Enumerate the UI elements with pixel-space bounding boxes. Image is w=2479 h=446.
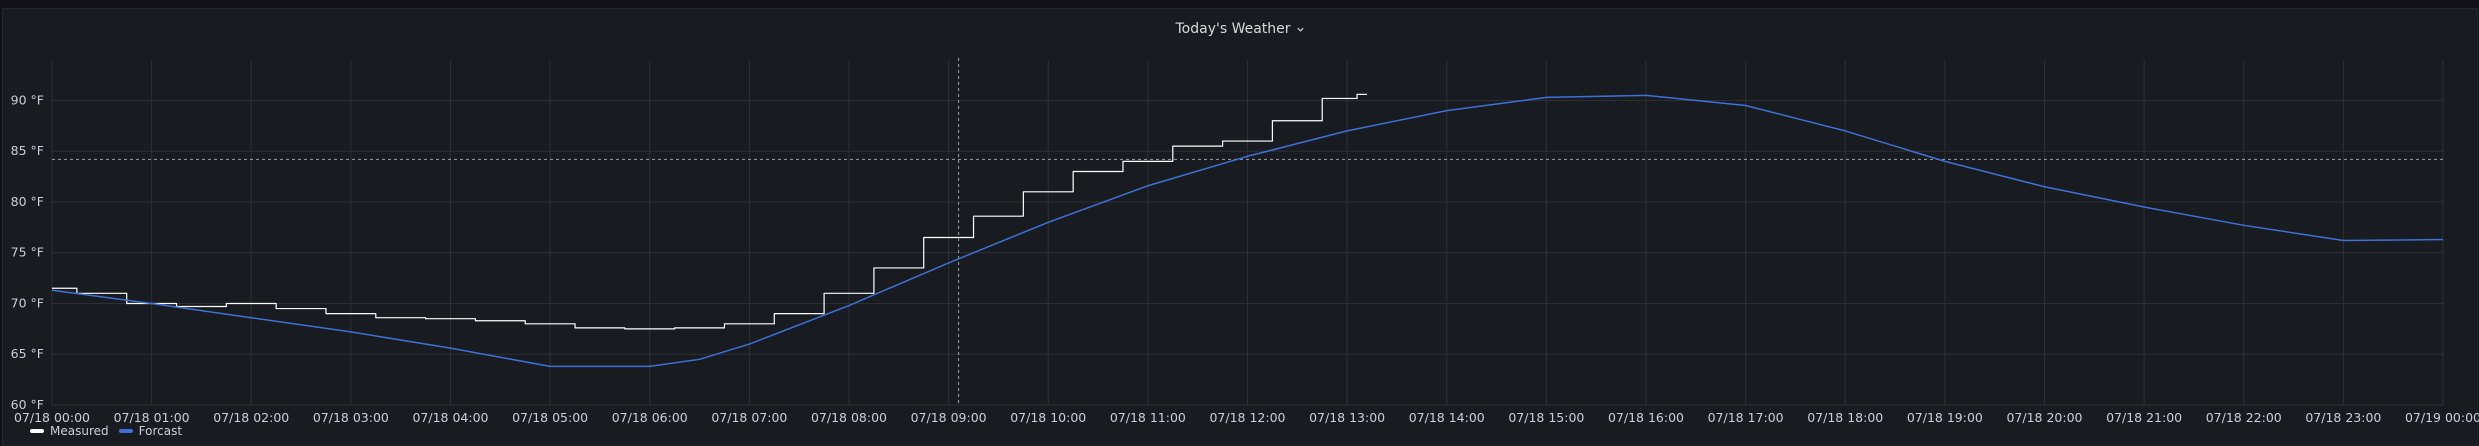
legend-label-forecast: Forcast — [138, 424, 183, 438]
panel-title[interactable]: Today's Weather — [1175, 21, 1291, 37]
x-tick-label: 07/18 00:00 — [14, 410, 90, 425]
x-tick-label: 07/18 06:00 — [612, 410, 688, 425]
x-tick-label: 07/18 11:00 — [1110, 410, 1186, 425]
x-tick-label: 07/18 19:00 — [1907, 410, 1983, 425]
y-tick-label: 65 °F — [11, 346, 44, 361]
x-tick-label: 07/18 16:00 — [1608, 410, 1684, 425]
x-tick-label: 07/18 01:00 — [114, 410, 190, 425]
x-tick-label: 07/18 23:00 — [2305, 410, 2381, 425]
x-tick-label: 07/18 03:00 — [313, 410, 389, 425]
x-tick-label: 07/18 08:00 — [811, 410, 887, 425]
x-tick-label: 07/18 05:00 — [512, 410, 588, 425]
y-tick-label: 75 °F — [11, 245, 44, 260]
x-tick-label: 07/18 17:00 — [1708, 410, 1784, 425]
x-tick-label: 07/18 18:00 — [1807, 410, 1883, 425]
x-tick-label: 07/18 22:00 — [2206, 410, 2282, 425]
x-tick-label: 07/18 04:00 — [412, 410, 488, 425]
x-tick-label: 07/18 14:00 — [1409, 410, 1485, 425]
y-tick-label: 80 °F — [11, 194, 44, 209]
series-line-forecast — [51, 94, 2444, 368]
legend-item-forecast[interactable]: Forcast — [118, 424, 183, 438]
chevron-down-icon[interactable] — [1296, 25, 1305, 34]
x-tick-label: 07/18 10:00 — [1010, 410, 1086, 425]
x-tick-label: 07/18 21:00 — [2106, 410, 2182, 425]
x-tick-label: 07/18 07:00 — [711, 410, 787, 425]
y-tick-label: 90 °F — [11, 92, 44, 107]
x-tick-label: 07/18 13:00 — [1309, 410, 1385, 425]
legend-item-measured[interactable]: Measured — [30, 424, 109, 438]
legend-swatch-measured — [30, 429, 44, 433]
x-tick-label: 07/18 02:00 — [213, 410, 289, 425]
x-tick-label: 07/19 00:00 — [2405, 410, 2479, 425]
weather-panel: Today's Weather — [2, 8, 2478, 446]
legend: Measured Forcast — [30, 422, 192, 440]
x-tick-label: 07/18 12:00 — [1209, 410, 1285, 425]
x-tick-label: 07/18 20:00 — [2006, 410, 2082, 425]
y-tick-label: 85 °F — [11, 143, 44, 158]
x-tick-label: 07/18 09:00 — [911, 410, 987, 425]
y-tick-label: 60 °F — [11, 397, 44, 412]
series-line-measured — [52, 93, 1368, 330]
legend-swatch-forecast — [118, 429, 133, 433]
legend-label-measured: Measured — [50, 424, 109, 438]
panel-header[interactable]: Today's Weather — [3, 9, 2477, 49]
y-tick-label: 70 °F — [11, 295, 44, 310]
x-tick-label: 07/18 15:00 — [1508, 410, 1584, 425]
